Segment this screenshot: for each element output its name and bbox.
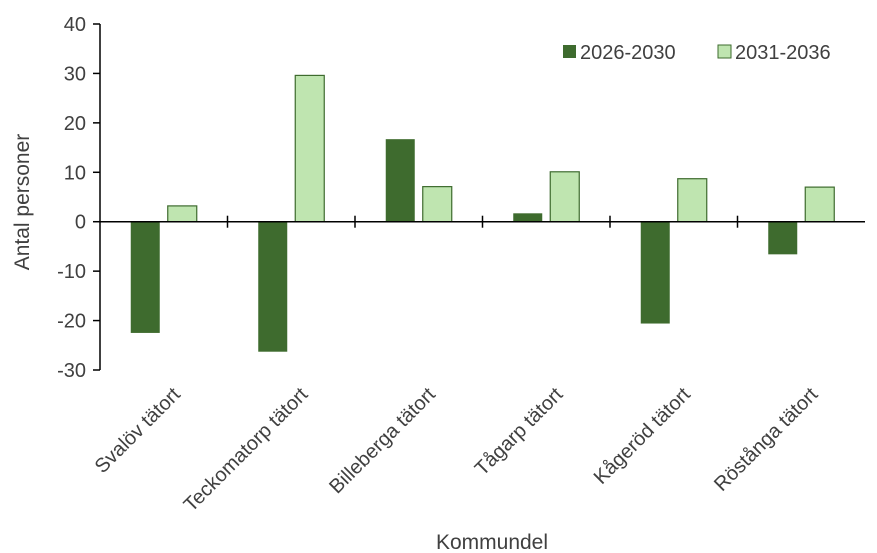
bar-2026-2030-k-ger-d-t-tort bbox=[640, 221, 670, 324]
x-tick-label-k-ger-d-t-tort: Kågeröd tätort bbox=[590, 383, 695, 488]
y-tick-label: -10 bbox=[57, 261, 86, 283]
y-tick-label: 40 bbox=[64, 14, 86, 36]
bar-2031-2036-sval-v-t-tort bbox=[167, 205, 198, 223]
legend: 2026-2030 2031-2036 bbox=[563, 42, 831, 64]
legend-swatch-2031-2036 bbox=[717, 44, 732, 59]
bar-2026-2030-r-st-nga-t-tort bbox=[768, 221, 798, 255]
y-tick-label: 10 bbox=[64, 162, 86, 184]
y-tick-label: 20 bbox=[64, 113, 86, 135]
bar-2031-2036-billeberga-t-tort bbox=[422, 186, 453, 223]
bar-2026-2030-t-garp-t-tort bbox=[513, 213, 543, 222]
bar-2031-2036-t-garp-t-tort bbox=[549, 171, 580, 223]
y-tick-label: 30 bbox=[64, 63, 86, 85]
x-tick-label-r-st-nga-t-tort: Röstånga tätort bbox=[710, 383, 823, 496]
x-tick-label-billeberga-t-tort: Billeberga tätort bbox=[325, 383, 440, 498]
x-tick-label-t-garp-t-tort: Tågarp tätort bbox=[471, 383, 568, 480]
bar-2031-2036-k-ger-d-t-tort bbox=[677, 178, 708, 223]
bar-2031-2036-r-st-nga-t-tort bbox=[804, 186, 835, 223]
legend-label-2026-2030: 2026-2030 bbox=[580, 42, 676, 64]
x-axis-title: Kommundel bbox=[436, 531, 548, 553]
bar-2031-2036-teckomatorp-t-tort bbox=[294, 74, 325, 223]
bar-2026-2030-billeberga-t-tort bbox=[385, 139, 415, 222]
legend-swatch-2026-2030 bbox=[563, 45, 576, 58]
y-tick-label: -30 bbox=[57, 360, 86, 382]
x-tick-label-teckomatorp-t-tort: Teckomatorp tätort bbox=[180, 383, 313, 516]
y-tick-label: -20 bbox=[57, 311, 86, 333]
legend-label-2031-2036: 2031-2036 bbox=[735, 42, 831, 64]
bar-2026-2030-teckomatorp-t-tort bbox=[258, 221, 288, 352]
y-axis-title: Antal personer bbox=[11, 134, 34, 271]
bars bbox=[130, 74, 835, 352]
x-tick-label-sval-v-t-tort: Svalöv tätort bbox=[91, 383, 185, 477]
y-axis: -30 -20 -10 0 10 20 30 40 bbox=[57, 14, 101, 382]
bar-2026-2030-sval-v-t-tort bbox=[130, 221, 160, 333]
y-tick-label: 0 bbox=[75, 212, 86, 234]
